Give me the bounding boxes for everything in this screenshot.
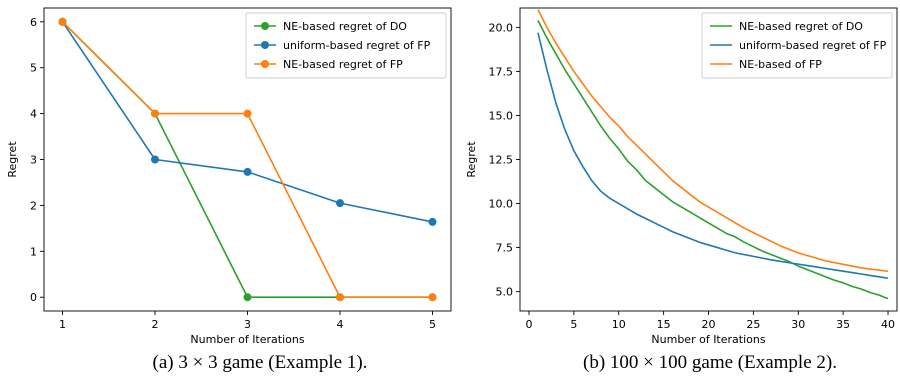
legend-marker-3	[261, 60, 269, 68]
y-tick-label: 3	[30, 154, 37, 167]
x-tick-label: 1	[59, 318, 66, 331]
chart-b: 0 5 10 15 20 25 30 35 40 5.0 7.5 10.0 12.5 15.0 17.5 20…	[465, 7, 898, 346]
chart-a: 1 2 3 4 5 0 1 2 3 4 5 6 Number of Iterations Regret NE…	[6, 7, 452, 346]
x-axis-label: Number of Iterations	[651, 333, 765, 346]
series-2-point	[428, 217, 437, 226]
y-tick-label: 6	[30, 16, 37, 29]
x-tick-label: 2	[152, 318, 159, 331]
series-3-point	[336, 293, 344, 302]
y-tick-label: 20.0	[489, 21, 514, 34]
y-tick-label: 2	[30, 199, 37, 212]
y-tick-label: 12.5	[489, 154, 514, 167]
legend: NE-based regret of DO uniform-based regre…	[701, 12, 893, 79]
series-3-point	[428, 293, 437, 302]
x-tick-label: 20	[702, 318, 716, 331]
x-tick-label: 5	[570, 318, 577, 331]
legend-box	[701, 12, 893, 79]
y-tick-label: 7.5	[496, 242, 514, 255]
series-line-1	[537, 19, 889, 300]
x-axis-label: Number of Iterations	[190, 333, 304, 346]
x-tick-label: 5	[429, 318, 436, 331]
series-2-point	[243, 167, 252, 176]
y-tick-label: 4	[30, 108, 37, 121]
legend-label-3: NE-based of FP	[739, 58, 822, 71]
y-axis-label: Regret	[6, 141, 19, 178]
series-line-2	[537, 32, 889, 280]
legend-marker-2	[261, 41, 269, 49]
x-tick-label: 25	[746, 318, 760, 331]
x-tick-label: 3	[244, 318, 251, 331]
y-tick-label: 15.0	[489, 109, 514, 122]
series-3-point	[243, 109, 252, 118]
y-tick-label: 17.5	[489, 65, 514, 78]
x-tick-label: 0	[525, 318, 532, 331]
legend-label-1: NE-based regret of DO	[739, 20, 863, 33]
legend-label-2: uniform-based regret of FP	[739, 39, 887, 52]
x-tick-label: 4	[337, 318, 344, 331]
caption-a: (a) 3 × 3 game (Example 1).	[152, 352, 368, 373]
y-tick-label: 1	[30, 245, 37, 258]
series-1-point	[243, 293, 252, 302]
y-tick-label: 5.0	[496, 286, 514, 299]
y-tick-label: 10.0	[489, 198, 514, 211]
x-tick-label: 40	[881, 318, 895, 331]
y-tick-label: 5	[30, 62, 37, 75]
legend-label-3: NE-based regret of FP	[283, 58, 403, 71]
x-tick-label: 15	[657, 318, 671, 331]
caption-b: (b) 100 × 100 game (Example 2).	[583, 352, 837, 373]
x-tick-label: 10	[612, 318, 626, 331]
x-tick-label: 30	[791, 318, 805, 331]
series-2-point	[336, 199, 344, 208]
legend-label-2: uniform-based regret of FP	[283, 39, 431, 52]
legend-label-1: NE-based regret of DO	[283, 20, 407, 33]
series-3-point	[58, 17, 67, 26]
y-tick-label: 0	[30, 291, 37, 304]
legend-marker-1	[261, 22, 269, 30]
series-2-point	[151, 155, 159, 164]
series-3-point	[151, 109, 159, 118]
legend-box	[245, 12, 447, 79]
x-tick-label: 35	[836, 318, 850, 331]
series-line-3	[537, 9, 889, 273]
legend: NE-based regret of DO uniform-based regre…	[245, 12, 447, 79]
y-axis-label: Regret	[465, 141, 478, 178]
